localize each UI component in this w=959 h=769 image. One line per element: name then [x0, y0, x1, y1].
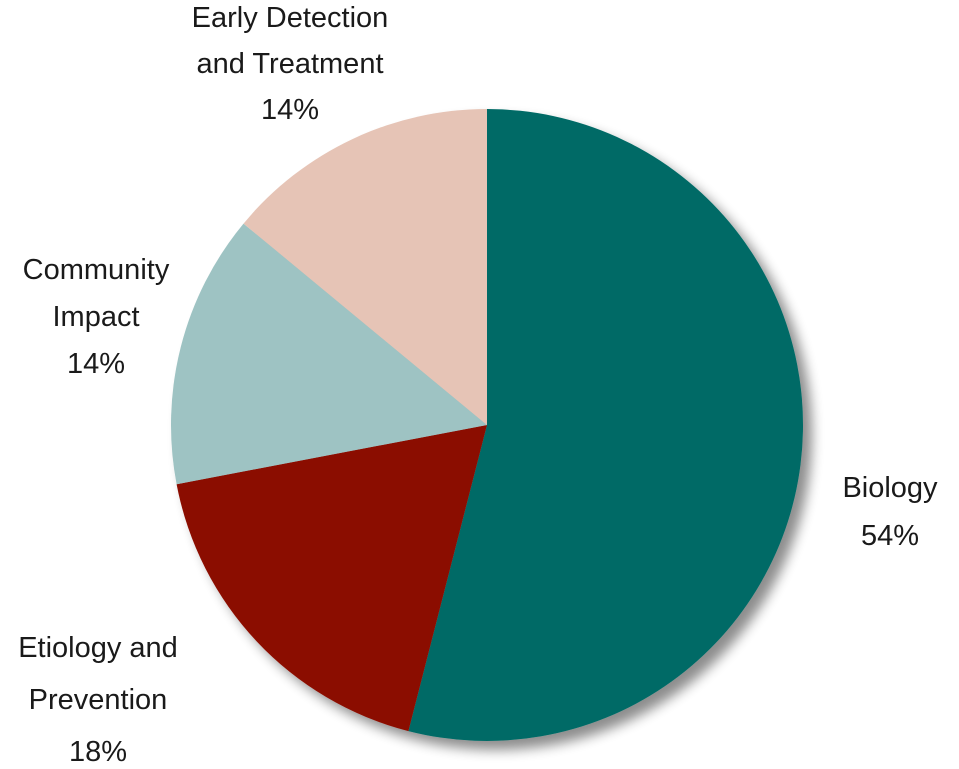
slice-percent-label: 14% [261, 94, 319, 126]
pie-slice-biology [408, 109, 804, 741]
pie-slice-etiology-and-prevention [176, 425, 487, 732]
pie-slices [171, 109, 804, 741]
slice-name-label: Biology [842, 472, 938, 504]
slice-label-community-impact: Community Impact 14% [23, 254, 170, 380]
slice-name-label: and Treatment [197, 48, 384, 80]
pie-slice-community-impact [171, 223, 487, 485]
slice-label-early-detection-and-treatment: Early Detection and Treatment 14% [192, 2, 389, 126]
slice-name-label: Early Detection [192, 2, 389, 34]
slice-percent-label: 14% [67, 348, 125, 380]
slice-name-label: Community [23, 254, 170, 286]
pie-labels: Biology 54% Etiology and Prevention 18% Commu… [18, 2, 938, 768]
slice-percent-label: 54% [861, 520, 919, 552]
slice-name-label: Etiology and [18, 632, 178, 664]
slice-label-etiology-and-prevention: Etiology and Prevention 18% [18, 632, 178, 768]
slice-percent-label: 18% [69, 736, 127, 768]
slice-name-label: Impact [52, 301, 139, 333]
pie-slice-early-detection-and-treatment [243, 109, 487, 425]
slice-label-biology: Biology 54% [842, 472, 938, 552]
slice-name-label: Prevention [29, 684, 168, 716]
